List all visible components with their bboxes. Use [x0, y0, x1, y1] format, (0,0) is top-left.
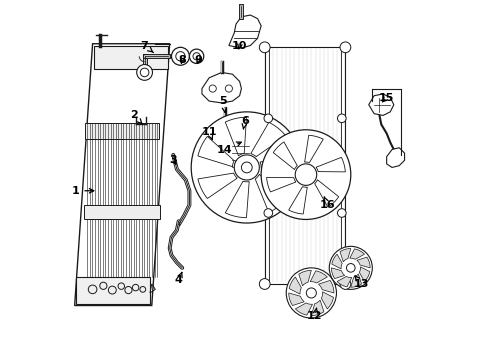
- Circle shape: [338, 114, 346, 123]
- Polygon shape: [295, 303, 313, 315]
- Text: 15: 15: [379, 93, 394, 103]
- Text: 13: 13: [354, 276, 369, 289]
- Polygon shape: [289, 187, 307, 214]
- Circle shape: [329, 246, 372, 289]
- Polygon shape: [337, 276, 352, 287]
- Text: 1: 1: [72, 186, 94, 196]
- Polygon shape: [305, 135, 323, 163]
- Circle shape: [137, 64, 152, 80]
- Polygon shape: [225, 181, 249, 218]
- Polygon shape: [351, 274, 362, 287]
- Circle shape: [264, 209, 272, 217]
- Polygon shape: [315, 180, 339, 207]
- Circle shape: [295, 164, 317, 185]
- Circle shape: [172, 47, 190, 65]
- Polygon shape: [311, 300, 324, 316]
- Polygon shape: [198, 136, 234, 167]
- Polygon shape: [321, 292, 334, 309]
- Text: 6: 6: [241, 116, 249, 129]
- Polygon shape: [267, 177, 296, 192]
- Polygon shape: [229, 15, 261, 48]
- Circle shape: [306, 288, 317, 298]
- Polygon shape: [289, 277, 301, 294]
- Polygon shape: [198, 173, 237, 198]
- Polygon shape: [350, 249, 365, 259]
- Circle shape: [191, 112, 302, 223]
- Text: 7: 7: [141, 41, 153, 53]
- Polygon shape: [260, 157, 297, 178]
- FancyBboxPatch shape: [228, 130, 252, 180]
- Circle shape: [346, 264, 355, 272]
- Polygon shape: [316, 157, 345, 172]
- Polygon shape: [273, 142, 297, 170]
- Polygon shape: [340, 248, 351, 262]
- Text: 11: 11: [201, 127, 217, 140]
- Polygon shape: [387, 148, 405, 167]
- Polygon shape: [299, 270, 311, 286]
- Polygon shape: [225, 117, 246, 156]
- Text: 8: 8: [178, 55, 186, 65]
- Bar: [85, 123, 159, 139]
- Polygon shape: [357, 257, 370, 268]
- Polygon shape: [76, 277, 150, 304]
- Text: 10: 10: [232, 41, 247, 50]
- Text: 4: 4: [175, 273, 183, 285]
- Circle shape: [259, 279, 270, 289]
- Text: 14: 14: [217, 142, 241, 154]
- Text: 5: 5: [220, 96, 227, 112]
- Circle shape: [340, 279, 351, 289]
- Polygon shape: [251, 122, 286, 157]
- Polygon shape: [74, 44, 170, 306]
- Circle shape: [340, 42, 351, 53]
- Bar: [84, 205, 160, 220]
- Polygon shape: [202, 72, 242, 103]
- Polygon shape: [359, 267, 370, 282]
- Circle shape: [190, 49, 204, 63]
- Circle shape: [286, 268, 337, 318]
- Polygon shape: [318, 280, 334, 293]
- Circle shape: [264, 114, 272, 123]
- Text: 16: 16: [319, 197, 335, 210]
- Polygon shape: [289, 293, 304, 306]
- Polygon shape: [310, 271, 327, 283]
- Text: 2: 2: [130, 111, 143, 124]
- Polygon shape: [255, 174, 286, 212]
- Text: 12: 12: [307, 308, 323, 321]
- Circle shape: [338, 209, 346, 217]
- Circle shape: [234, 155, 259, 180]
- Polygon shape: [95, 45, 168, 69]
- Text: 9: 9: [195, 55, 202, 65]
- Text: 3: 3: [170, 155, 177, 165]
- Circle shape: [261, 130, 351, 220]
- Bar: [235, 125, 246, 132]
- Circle shape: [259, 42, 270, 53]
- Polygon shape: [368, 94, 394, 116]
- Polygon shape: [331, 268, 344, 279]
- Polygon shape: [332, 254, 342, 269]
